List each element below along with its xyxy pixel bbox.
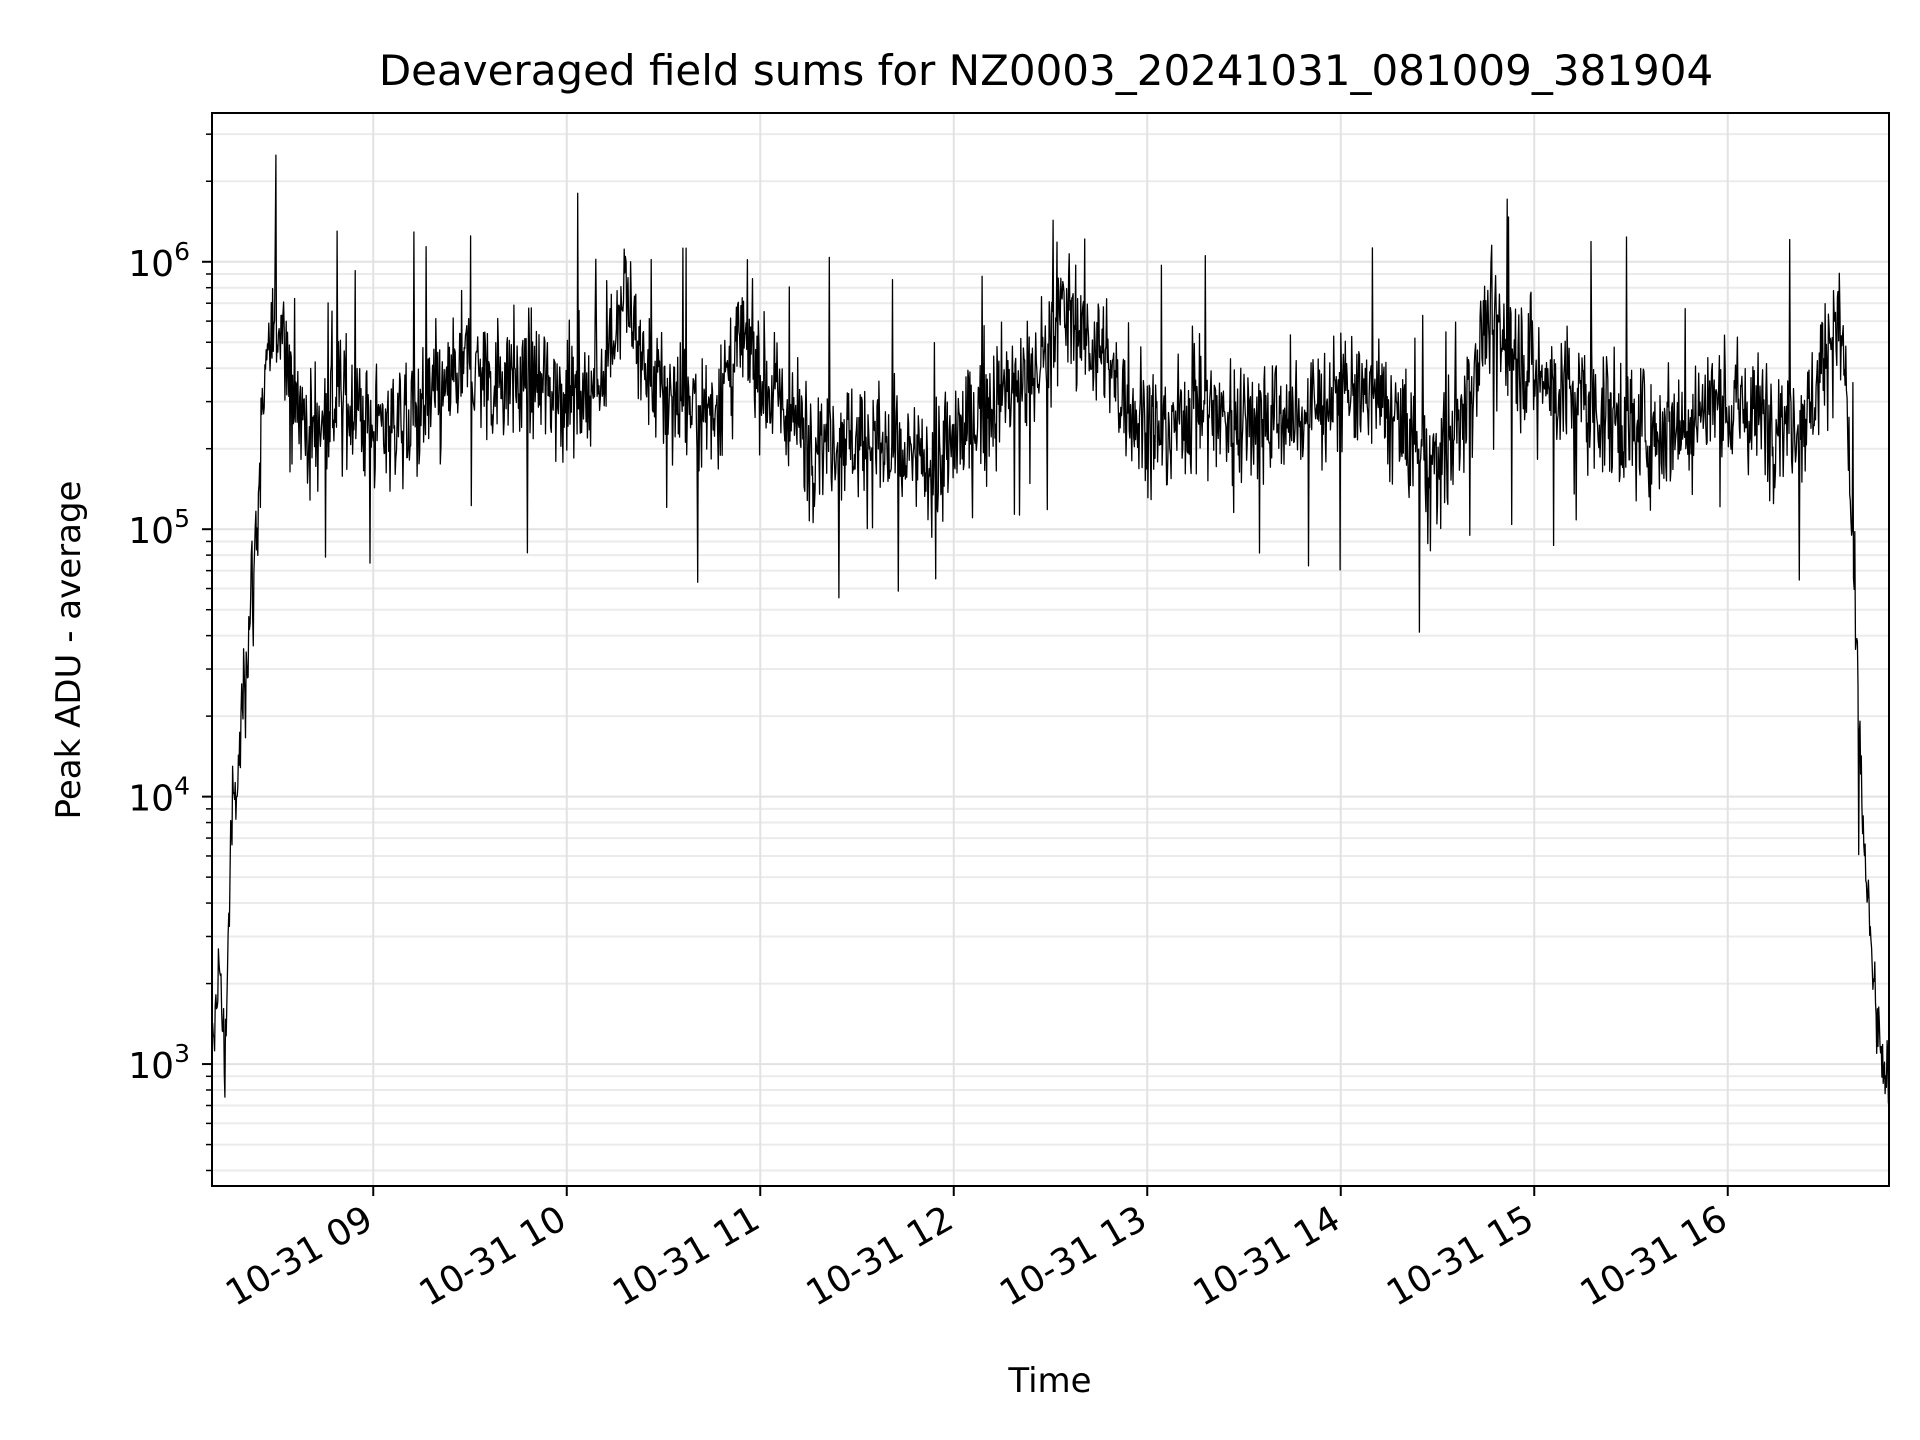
plot-frame <box>211 112 1890 1187</box>
series-line-group <box>211 154 1890 1104</box>
y-tick-label: 103 <box>128 1039 190 1087</box>
chart-title: Deaveraged field sums for NZ0003_2024103… <box>379 46 1713 95</box>
x-axis-label: Time <box>1007 1361 1091 1401</box>
series-line <box>211 154 1890 1104</box>
y-axis-label: Peak ADU - average <box>49 481 89 820</box>
y-tick-label: 106 <box>128 237 190 285</box>
